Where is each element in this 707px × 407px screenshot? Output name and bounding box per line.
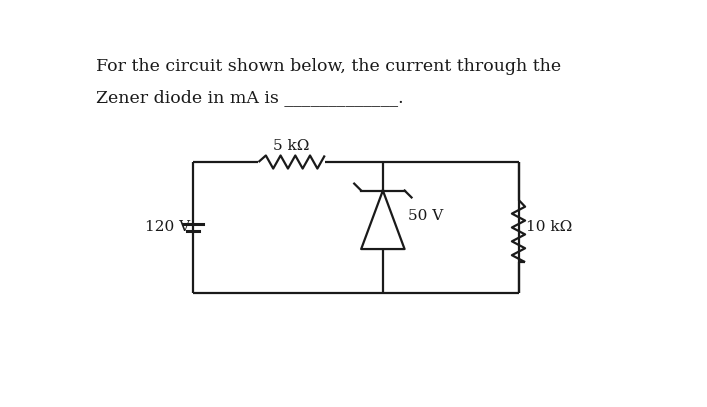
Text: 50 V: 50 V	[409, 209, 444, 223]
Text: 120 V: 120 V	[145, 221, 190, 234]
Text: 10 kΩ: 10 kΩ	[526, 221, 573, 234]
Text: For the circuit shown below, the current through the: For the circuit shown below, the current…	[96, 58, 561, 75]
Text: Zener diode in mA is _____________.: Zener diode in mA is _____________.	[96, 89, 404, 106]
Text: 5 kΩ: 5 kΩ	[273, 139, 310, 153]
